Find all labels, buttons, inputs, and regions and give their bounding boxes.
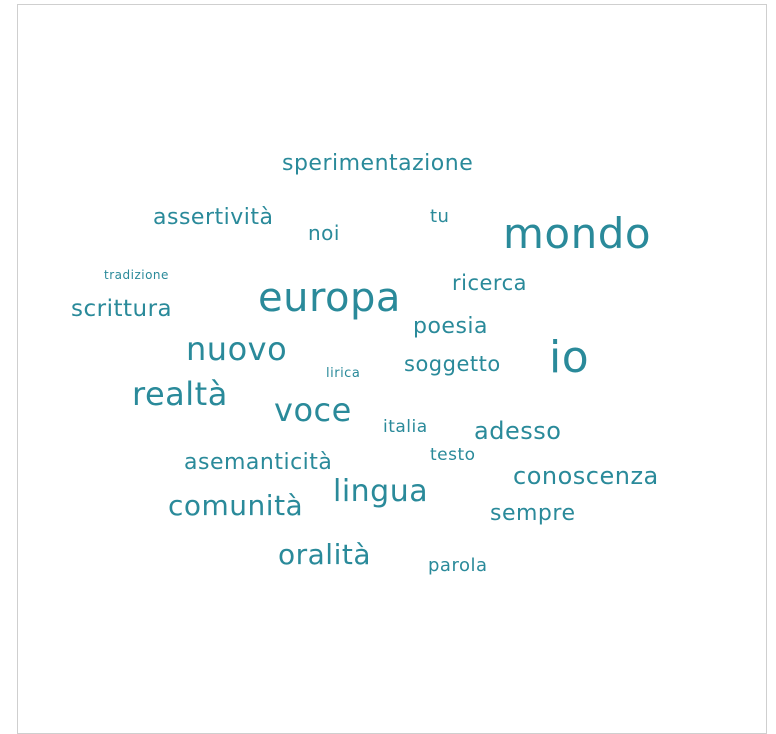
word-adesso: adesso [474,417,562,445]
word-conoscenza: conoscenza [513,462,659,490]
word-voce: voce [274,391,352,429]
word-lingua: lingua [333,474,429,509]
word-sperimentazione: sperimentazione [282,151,474,176]
word-lirica: lirica [326,366,361,381]
word-oralita: oralità [278,538,371,571]
word-asemanticita: asemanticità [184,450,333,475]
word-comunita: comunità [168,489,304,522]
word-testo: testo [430,445,476,465]
word-realta: realtà [132,375,228,413]
word-mondo: mondo [503,209,652,258]
word-noi: noi [308,221,340,245]
word-io: io [549,332,590,383]
word-italia: italia [383,417,428,437]
image-frame [17,4,767,734]
word-sempre: sempre [490,501,576,526]
word-nuovo: nuovo [186,330,288,368]
word-tu: tu [430,206,450,227]
word-poesia: poesia [413,314,489,339]
word-scrittura: scrittura [71,296,173,322]
word-tradizione: tradizione [104,268,169,282]
word-ricerca: ricerca [452,271,528,295]
word-assertivita: assertività [153,205,274,230]
word-europa: europa [258,275,401,321]
word-parola: parola [428,555,488,576]
word-soggetto: soggetto [404,352,501,376]
